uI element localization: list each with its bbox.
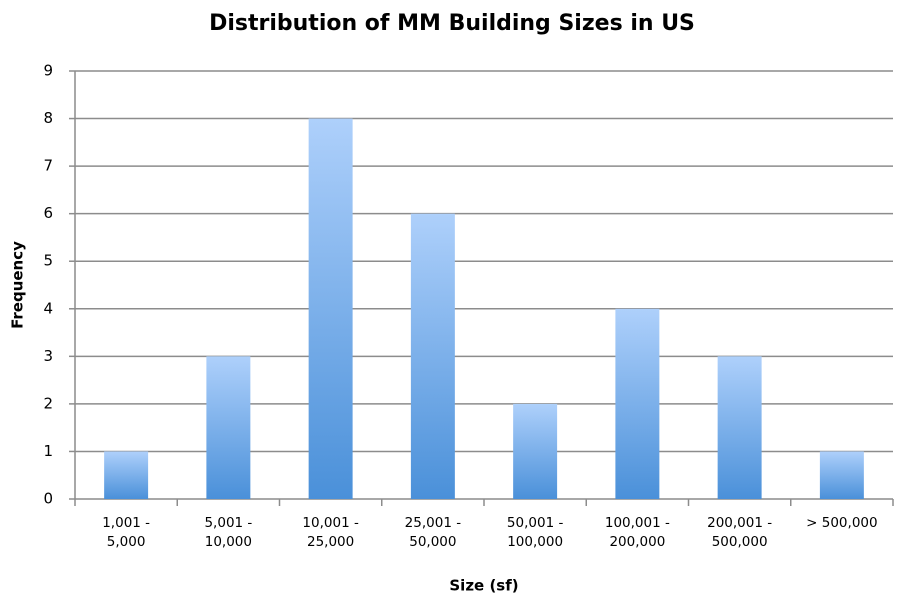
bar [410,213,455,499]
x-tick-label: 1,001 - 5,000 [102,515,151,550]
x-tick-label: > 500,000 [806,515,878,531]
y-tick-label: 8 [43,109,53,127]
bar [819,451,864,499]
bar [717,356,762,499]
x-tick-label: 200,001 - 500,000 [707,515,773,550]
bar [513,403,558,499]
chart-title: Distribution of MM Building Sizes in US [209,11,695,36]
x-axis-title: Size (sf) [449,577,518,595]
y-tick-label: 7 [43,157,53,175]
x-tick-label: 5,001 - 10,000 [204,515,253,550]
x-tick-label: 10,001 - 25,000 [302,515,359,550]
y-tick-label: 6 [43,204,53,222]
y-tick-label: 5 [43,252,53,270]
bar [615,308,660,499]
x-tick-label: 100,001 - 200,000 [604,515,670,550]
y-axis-title: Frequency [9,241,27,329]
bar [308,118,353,500]
bar [104,451,149,499]
y-tick-label: 3 [43,347,53,365]
y-tick-label: 9 [43,62,53,80]
y-tick-label: 2 [43,394,53,412]
bar [206,356,251,499]
x-tick-label: 25,001 - 50,000 [404,515,462,550]
x-tick-label: 50,001 - 100,000 [506,515,564,550]
y-tick-label: 4 [43,299,53,317]
y-tick-label: 1 [43,442,53,460]
y-tick-label: 0 [43,490,53,508]
